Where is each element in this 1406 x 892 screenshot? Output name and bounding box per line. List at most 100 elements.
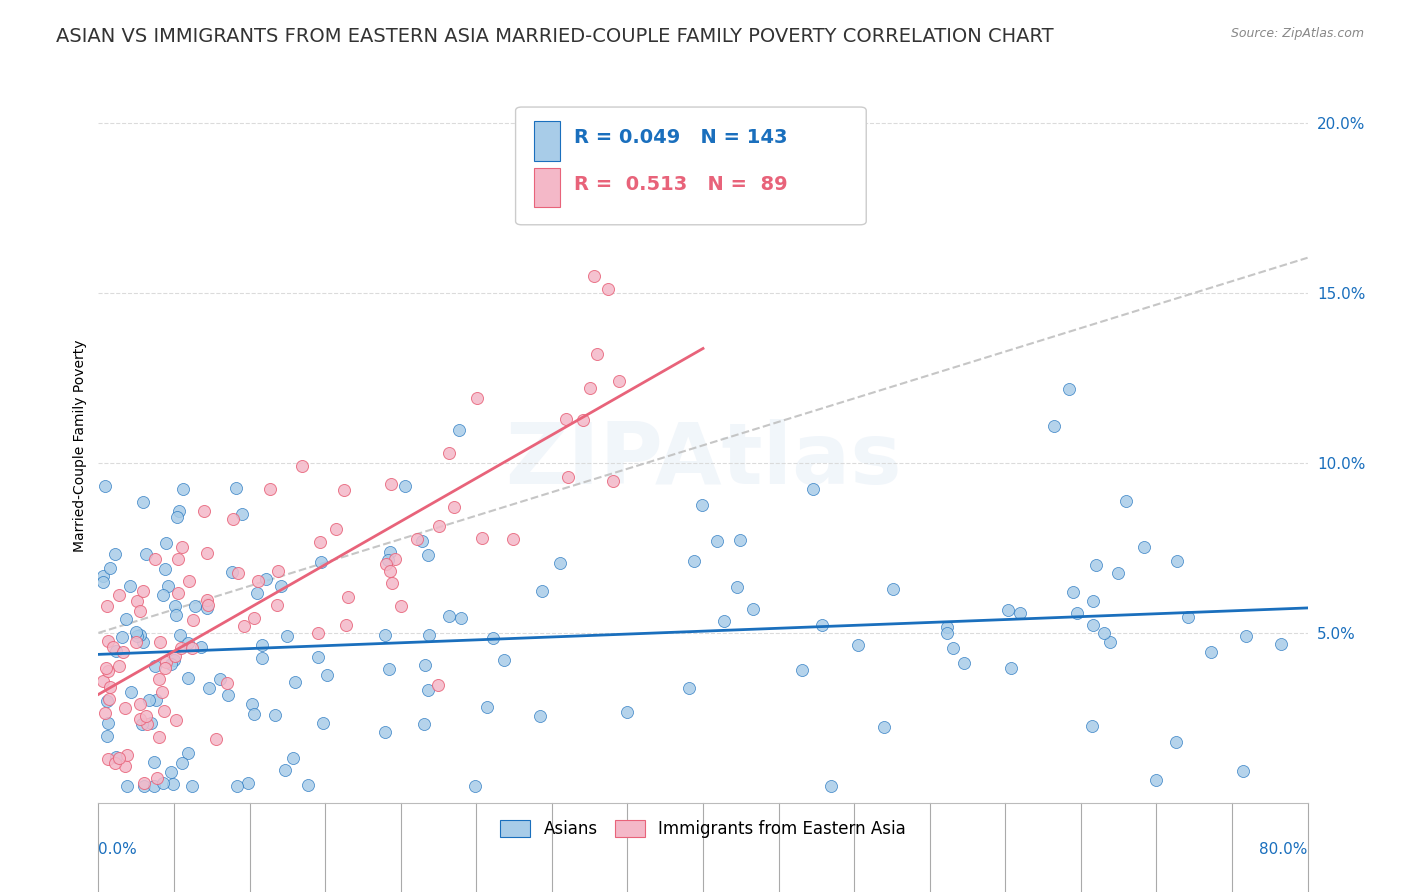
Point	[548, 556, 571, 570]
Point	[1081, 719, 1104, 733]
Point	[114, 700, 136, 714]
Point	[439, 609, 461, 624]
FancyBboxPatch shape	[516, 107, 866, 225]
Point	[125, 624, 148, 639]
Point	[1085, 558, 1108, 573]
Point	[155, 536, 177, 550]
Point	[132, 776, 155, 790]
Point	[135, 547, 157, 561]
Point	[1081, 594, 1104, 608]
Point	[325, 522, 347, 536]
Point	[170, 641, 193, 656]
Point	[820, 779, 842, 793]
Point	[1133, 540, 1156, 554]
Point	[181, 779, 204, 793]
Point	[97, 664, 120, 678]
Point	[243, 706, 266, 721]
Point	[1166, 554, 1188, 568]
Point	[602, 475, 624, 489]
Point	[377, 553, 399, 567]
Point	[177, 574, 200, 589]
Point	[374, 724, 396, 739]
Point	[152, 588, 174, 602]
Point	[882, 582, 904, 597]
Point	[307, 626, 329, 640]
Point	[100, 680, 122, 694]
Point	[1234, 629, 1257, 643]
Point	[155, 655, 177, 669]
Point	[129, 604, 152, 618]
Point	[172, 756, 194, 770]
Point	[240, 697, 263, 711]
Point	[177, 671, 200, 685]
Point	[873, 721, 896, 735]
Point	[416, 548, 439, 562]
Point	[111, 645, 134, 659]
Point	[418, 682, 440, 697]
Point	[725, 580, 748, 594]
Point	[246, 574, 269, 589]
Point	[792, 663, 814, 677]
Point	[195, 601, 218, 615]
Point	[162, 777, 184, 791]
Point	[98, 691, 121, 706]
Point	[391, 599, 413, 613]
Text: 0.0%: 0.0%	[98, 842, 138, 856]
Point	[117, 779, 139, 793]
FancyBboxPatch shape	[534, 121, 561, 161]
Point	[315, 667, 337, 681]
Point	[380, 476, 402, 491]
Point	[267, 564, 290, 578]
Point	[254, 572, 277, 586]
Point	[1201, 645, 1223, 659]
Text: ASIAN VS IMMIGRANTS FROM EASTERN ASIA MARRIED-COUPLE FAMILY POVERTY CORRELATION : ASIAN VS IMMIGRANTS FROM EASTERN ASIA MA…	[56, 27, 1054, 45]
Point	[108, 658, 131, 673]
Point	[378, 544, 401, 558]
Point	[195, 593, 218, 607]
Point	[111, 631, 134, 645]
Point	[1144, 773, 1167, 788]
Point	[846, 638, 869, 652]
Point	[333, 483, 356, 497]
Point	[97, 715, 120, 730]
Point	[394, 479, 416, 493]
Point	[502, 533, 524, 547]
Point	[132, 635, 155, 649]
Point	[181, 614, 204, 628]
Point	[172, 540, 194, 554]
Point	[150, 684, 173, 698]
Point	[132, 584, 155, 599]
Point	[464, 779, 486, 793]
Point	[259, 482, 281, 496]
Text: Source: ZipAtlas.com: Source: ZipAtlas.com	[1230, 27, 1364, 40]
Text: R =  0.513   N =  89: R = 0.513 N = 89	[574, 175, 787, 194]
Point	[243, 611, 266, 625]
Point	[335, 618, 357, 632]
Point	[1232, 764, 1254, 778]
Point	[284, 674, 307, 689]
Point	[94, 661, 117, 675]
Point	[226, 566, 249, 581]
Point	[105, 749, 128, 764]
Point	[492, 652, 515, 666]
Point	[226, 779, 249, 793]
Point	[246, 586, 269, 600]
Point	[336, 590, 359, 604]
Point	[91, 568, 114, 582]
Point	[742, 602, 765, 616]
Point	[108, 751, 131, 765]
Point	[801, 482, 824, 496]
Point	[607, 374, 630, 388]
Point	[145, 693, 167, 707]
Point	[482, 631, 505, 645]
Point	[177, 746, 200, 760]
Point	[427, 519, 450, 533]
Point	[129, 697, 152, 711]
Point	[163, 599, 186, 613]
Point	[952, 657, 974, 671]
Point	[166, 510, 188, 524]
Point	[91, 673, 114, 688]
Point	[307, 649, 329, 664]
Point	[125, 635, 148, 649]
Point	[811, 618, 834, 632]
